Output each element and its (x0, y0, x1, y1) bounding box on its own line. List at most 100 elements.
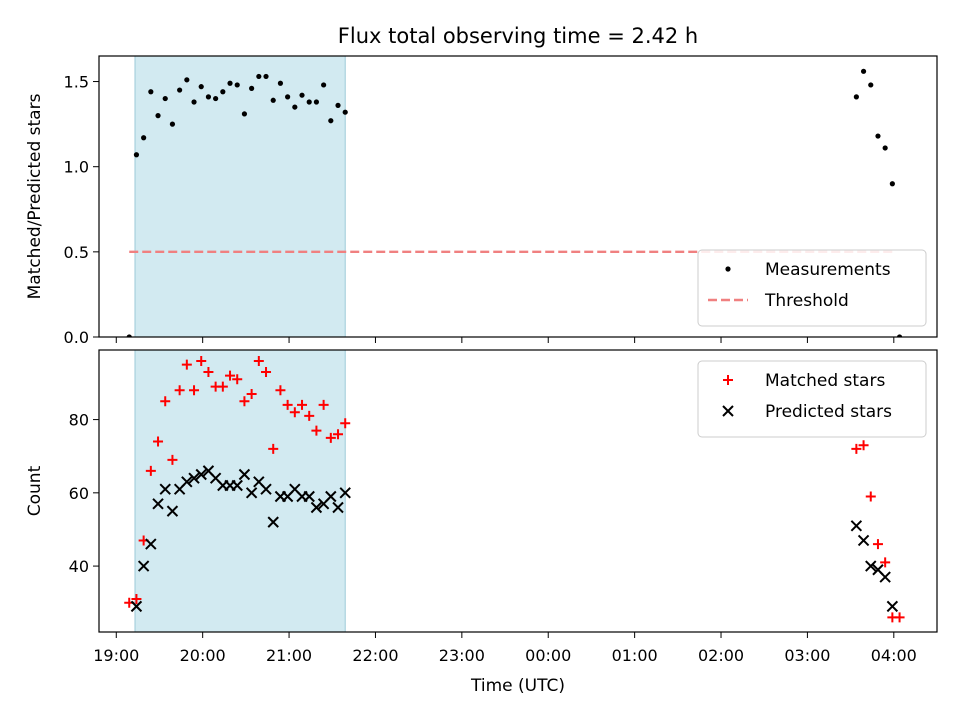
data-point (152, 498, 164, 510)
data-point (865, 560, 877, 572)
y-axis-label: Count (25, 465, 45, 516)
observing-window (134, 349, 346, 633)
data-point (268, 443, 279, 454)
data-point (875, 133, 881, 139)
legend-label: Predicted stars (765, 402, 892, 422)
legend-box (697, 360, 927, 438)
data-point (850, 520, 863, 532)
legend-swatch (725, 266, 731, 272)
x-tick-label: 19:00 (93, 646, 139, 665)
data-point (188, 472, 200, 484)
data-point (145, 538, 157, 550)
data-point (166, 505, 179, 517)
data-point (162, 95, 168, 102)
data-point (310, 501, 323, 514)
data-point (321, 82, 327, 88)
data-point (889, 181, 895, 187)
data-point (174, 385, 185, 396)
data-point (306, 99, 312, 105)
data-point (333, 429, 344, 440)
y-tick-label: 0.5 (64, 243, 89, 262)
data-point (325, 432, 336, 443)
data-point (231, 479, 243, 492)
data-point (213, 95, 219, 102)
y-tick-label: 0.0 (64, 328, 89, 347)
data-point (181, 359, 192, 370)
data-point (245, 487, 258, 499)
data-point (145, 465, 156, 476)
x-tick-label: 01:00 (612, 646, 658, 665)
data-point (880, 557, 891, 568)
data-point (865, 491, 876, 502)
ratio-panel: 0.0 0.5 1.0 1.5 Matched/Predicted stars Measu… (25, 55, 938, 347)
data-point (198, 84, 204, 90)
data-point (155, 113, 161, 119)
x-tick-label: 02:00 (698, 646, 744, 665)
data-point (886, 600, 899, 613)
data-point (285, 94, 291, 100)
data-point (282, 399, 293, 410)
data-point (196, 355, 207, 366)
data-point (304, 410, 315, 421)
data-point (205, 94, 212, 100)
data-point (141, 135, 147, 141)
data-point (253, 355, 264, 366)
x-tick-label: 23:00 (439, 646, 485, 665)
axes-frame (98, 349, 938, 633)
data-point (858, 440, 869, 451)
data-point (261, 366, 272, 377)
data-point (311, 425, 322, 436)
data-point (227, 80, 233, 86)
data-point (159, 483, 171, 495)
data-point (133, 152, 140, 158)
data-point (289, 407, 300, 418)
data-point (195, 468, 207, 481)
y-tick-label: 80 (69, 411, 89, 430)
data-point (894, 612, 905, 623)
data-point (882, 145, 888, 151)
data-point (340, 418, 351, 429)
y-tick-label: 40 (69, 557, 89, 576)
data-point (167, 454, 178, 465)
y-tick-label: 1.0 (64, 158, 89, 177)
x-tick-label: 04:00 (871, 646, 917, 665)
data-point (275, 385, 286, 396)
data-point (238, 468, 251, 481)
data-point (130, 600, 143, 613)
data-point (232, 374, 243, 385)
data-point (263, 73, 269, 80)
x-tick-label: 22:00 (352, 646, 398, 665)
data-point (303, 490, 315, 503)
data-point (335, 102, 341, 108)
legend-swatch (722, 405, 734, 417)
x-axis-label: Time (UTC) (470, 676, 565, 696)
data-point (249, 85, 255, 91)
data-point (868, 82, 874, 88)
data-point (239, 396, 250, 407)
data-point (177, 87, 183, 93)
data-point (267, 516, 279, 528)
data-point (225, 370, 236, 381)
axes-frame (98, 55, 938, 338)
data-point (342, 109, 348, 115)
data-point (160, 396, 171, 407)
legend-label: Matched stars (765, 371, 885, 391)
data-point (860, 68, 867, 74)
y-tick-label: 1.5 (64, 73, 89, 92)
x-tick-label: 21:00 (266, 646, 312, 665)
legend-box (697, 249, 927, 327)
plot-area (124, 355, 905, 623)
data-point (332, 501, 344, 514)
data-point (191, 99, 197, 105)
x-tick-label: 20:00 (180, 646, 226, 665)
data-point (203, 366, 214, 377)
data-point (851, 443, 862, 454)
data-point (879, 571, 891, 583)
data-point (297, 399, 308, 410)
data-point (270, 97, 276, 103)
data-point (339, 487, 351, 499)
data-point (853, 94, 859, 100)
legend: Matched stars Predicted stars (697, 360, 927, 438)
